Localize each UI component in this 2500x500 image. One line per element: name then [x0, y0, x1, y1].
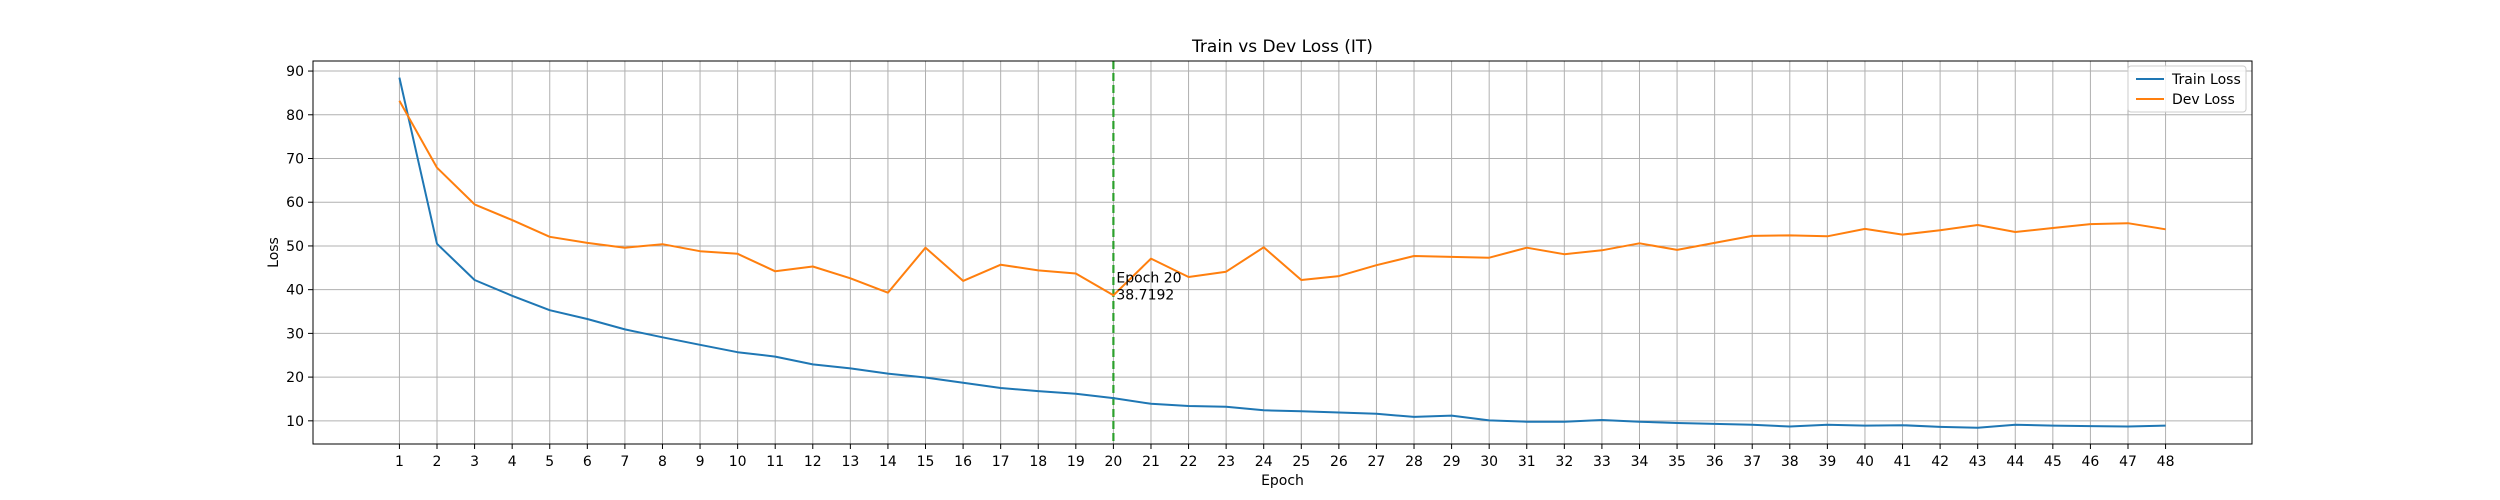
legend-label: Train Loss — [2171, 72, 2241, 88]
x-tick-label: 8 — [658, 454, 667, 470]
x-tick-label: 38 — [1781, 454, 1799, 470]
x-tick-label: 20 — [1104, 454, 1122, 470]
x-tick-label: 46 — [2082, 454, 2100, 470]
x-tick-label: 36 — [1706, 454, 1724, 470]
x-tick-label: 40 — [1856, 454, 1874, 470]
x-tick-label: 9 — [696, 454, 705, 470]
x-tick-label: 12 — [804, 454, 822, 470]
x-axis-ticks: 1 2 3 4 5 6 7 8 9 10 11 12 13 14 15 16 17 18 19 20 21 22 23 24 2… — [395, 444, 2175, 470]
x-tick-label: 4 — [508, 454, 517, 470]
x-tick-label: 24 — [1255, 454, 1273, 470]
y-tick-label: 70 — [286, 151, 304, 167]
x-tick-label: 26 — [1330, 454, 1348, 470]
x-tick-label: 48 — [2157, 454, 2175, 470]
x-tick-label: 29 — [1443, 454, 1461, 470]
x-tick-label: 10 — [729, 454, 747, 470]
x-tick-label: 23 — [1217, 454, 1235, 470]
x-tick-label: 33 — [1593, 454, 1611, 470]
y-tick-label: 80 — [286, 108, 304, 124]
series-line-dev-loss — [398, 100, 2166, 297]
annotation-text: Epoch 20 — [1116, 270, 1181, 286]
chart-title: Train vs Dev Loss (IT) — [1191, 37, 1373, 57]
y-tick-label: 90 — [286, 64, 304, 80]
x-axis-label: Epoch — [1261, 473, 1304, 489]
x-tick-label: 27 — [1368, 454, 1386, 470]
x-tick-label: 28 — [1405, 454, 1423, 470]
x-tick-label: 19 — [1067, 454, 1085, 470]
x-tick-label: 2 — [433, 454, 442, 470]
x-tick-label: 7 — [620, 454, 629, 470]
y-axis-ticks: 10 20 30 40 50 60 70 80 90 — [286, 64, 313, 430]
series-layer — [398, 77, 2166, 429]
x-tick-label: 3 — [470, 454, 479, 470]
x-tick-label: 1 — [395, 454, 404, 470]
x-tick-label: 47 — [2119, 454, 2137, 470]
x-tick-label: 11 — [766, 454, 784, 470]
series-line-train-loss — [398, 77, 2166, 429]
x-tick-label: 44 — [2006, 454, 2024, 470]
x-tick-label: 41 — [1894, 454, 1912, 470]
x-tick-label: 21 — [1142, 454, 1160, 470]
y-tick-label: 20 — [286, 370, 304, 386]
y-tick-label: 30 — [286, 326, 304, 342]
x-tick-label: 22 — [1180, 454, 1198, 470]
annotation-text: 38.7192 — [1116, 287, 1174, 303]
x-tick-label: 37 — [1743, 454, 1761, 470]
x-tick-label: 15 — [917, 454, 935, 470]
x-tick-label: 42 — [1931, 454, 1949, 470]
x-tick-label: 43 — [1969, 454, 1987, 470]
y-axis-label: Loss — [266, 237, 282, 268]
y-tick-label: 10 — [286, 414, 304, 430]
x-tick-label: 6 — [583, 454, 592, 470]
x-tick-label: 34 — [1631, 454, 1649, 470]
x-tick-label: 32 — [1555, 454, 1573, 470]
x-tick-label: 31 — [1518, 454, 1536, 470]
x-tick-label: 25 — [1292, 454, 1310, 470]
legend-label: Dev Loss — [2172, 92, 2235, 108]
grid — [313, 61, 2252, 444]
legend: Train Loss Dev Loss — [2127, 65, 2247, 113]
x-tick-label: 39 — [1818, 454, 1836, 470]
x-tick-label: 16 — [954, 454, 972, 470]
legend-box — [2127, 65, 2247, 113]
x-tick-label: 30 — [1480, 454, 1498, 470]
x-tick-label: 45 — [2044, 454, 2062, 470]
y-tick-label: 60 — [286, 195, 304, 211]
x-tick-label: 18 — [1029, 454, 1047, 470]
plot-frame — [312, 60, 2253, 445]
x-tick-label: 5 — [545, 454, 554, 470]
x-tick-label: 17 — [992, 454, 1010, 470]
x-tick-label: 13 — [841, 454, 859, 470]
y-tick-label: 50 — [286, 239, 304, 255]
x-tick-label: 35 — [1668, 454, 1686, 470]
y-tick-label: 40 — [286, 283, 304, 299]
x-tick-label: 14 — [879, 454, 897, 470]
